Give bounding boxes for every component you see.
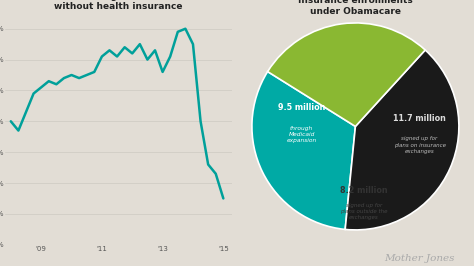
Title: Percentage of adults
without health insurance: Percentage of adults without health insu… — [55, 0, 183, 11]
Text: signed up for
plans on insurance
exchanges: signed up for plans on insurance exchang… — [393, 136, 446, 154]
Wedge shape — [268, 23, 425, 126]
Text: Mother Jones: Mother Jones — [384, 254, 455, 263]
Wedge shape — [252, 72, 356, 229]
Title: Insurance enrollments
under Obamacare: Insurance enrollments under Obamacare — [298, 0, 413, 16]
Text: through
Medicaid
expansion: through Medicaid expansion — [286, 126, 317, 143]
Wedge shape — [345, 50, 459, 230]
Text: 8.2 million: 8.2 million — [340, 186, 388, 195]
Text: signed up for
plans outside the
exchanges: signed up for plans outside the exchange… — [340, 203, 387, 220]
Text: 9.5 million: 9.5 million — [278, 103, 325, 112]
Text: 11.7 million: 11.7 million — [393, 114, 446, 123]
